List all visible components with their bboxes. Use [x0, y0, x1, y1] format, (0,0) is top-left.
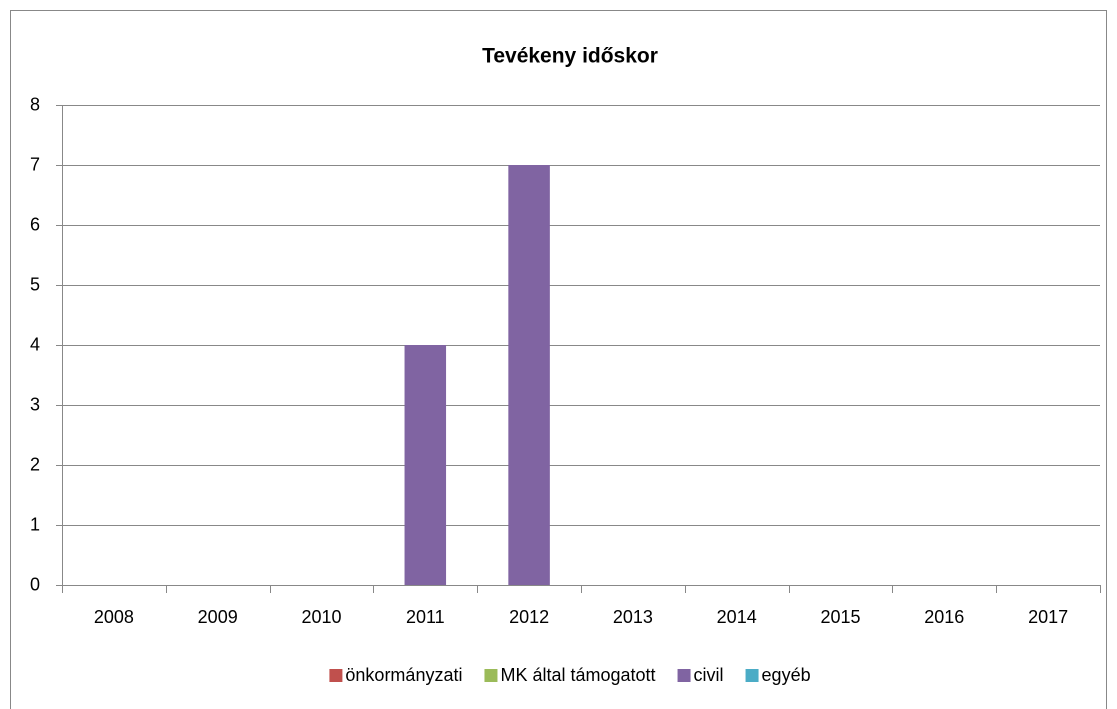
x-tick-label: 2015	[820, 607, 860, 627]
x-tick-label: 2012	[509, 607, 549, 627]
legend-swatch	[677, 669, 691, 682]
y-tick-label: 3	[30, 394, 40, 414]
y-tick-label: 8	[30, 94, 40, 114]
legend-swatch	[329, 669, 343, 682]
x-tick-label: 2014	[717, 607, 757, 627]
x-tick-label: 2009	[198, 607, 238, 627]
x-tick-label: 2008	[94, 607, 134, 627]
x-tick-label: 2013	[613, 607, 653, 627]
legend-label: civil	[694, 665, 724, 685]
bar	[404, 345, 447, 585]
y-tick-label: 5	[30, 274, 40, 294]
legend-label: MK által támogatott	[500, 665, 655, 685]
y-tick-label: 4	[30, 334, 40, 354]
y-tick-label: 7	[30, 154, 40, 174]
legend-swatch	[484, 669, 498, 682]
legend-swatch	[745, 669, 759, 682]
chart-frame	[10, 10, 1107, 709]
chart-title: Tevékeny időskor	[482, 45, 658, 68]
legend-label: egyéb	[762, 665, 811, 685]
y-tick-label: 6	[30, 214, 40, 234]
legend-label: önkormányzati	[345, 665, 462, 685]
x-tick-label: 2017	[1028, 607, 1068, 627]
x-tick-label: 2011	[406, 607, 445, 627]
y-tick-label: 2	[30, 454, 40, 474]
y-tick-label: 0	[30, 574, 40, 594]
x-tick-label: 2010	[301, 607, 341, 627]
x-tick-label: 2016	[924, 607, 964, 627]
bar	[508, 165, 550, 585]
y-tick-label: 1	[30, 514, 40, 534]
